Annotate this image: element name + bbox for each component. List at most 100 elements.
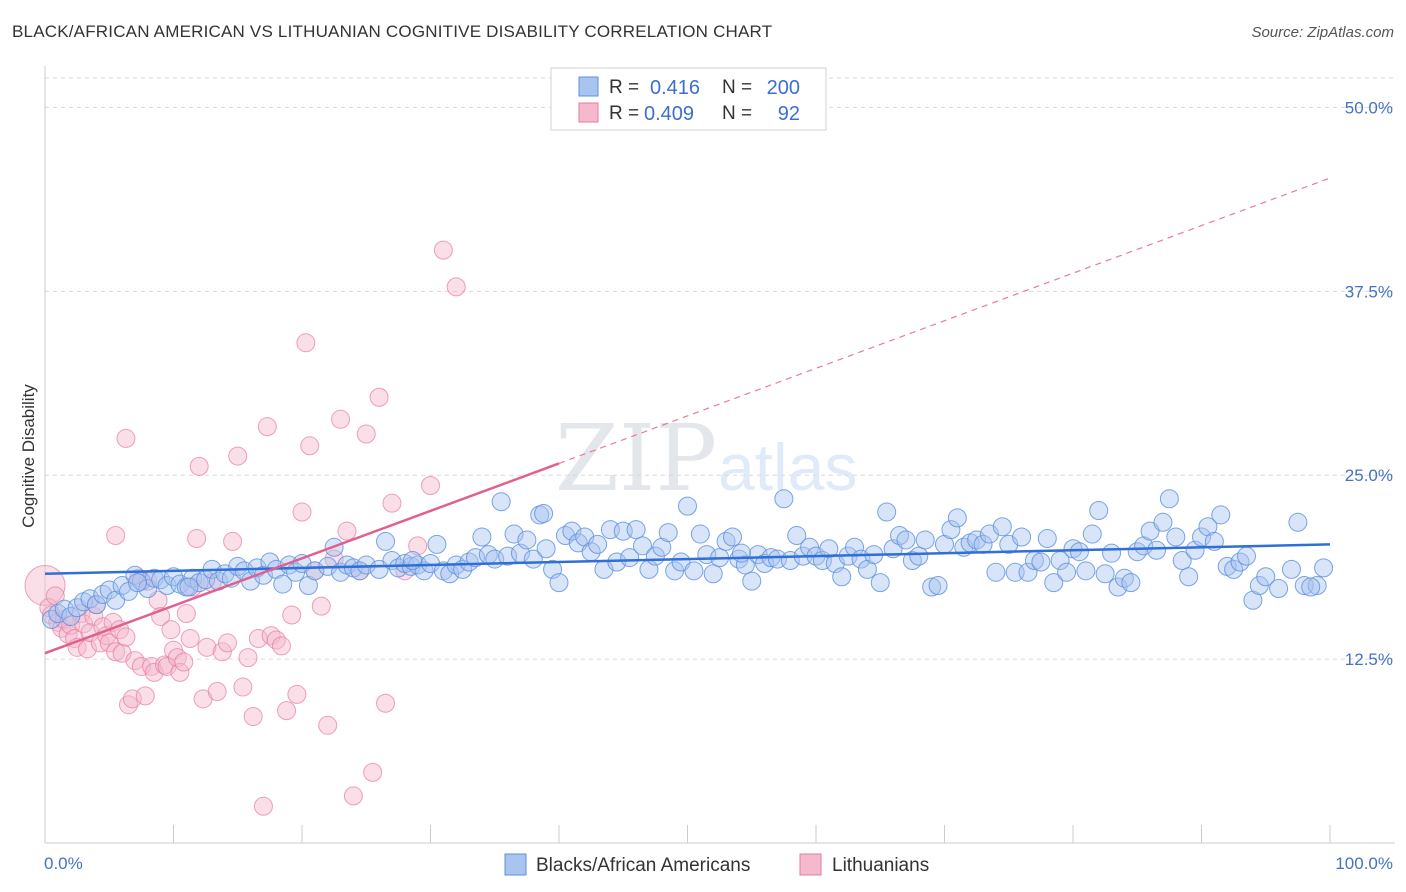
black-point [1166,527,1186,547]
black-point [922,577,942,597]
black-point [517,530,537,550]
lithuanian-point [207,681,227,701]
legend-n-label-pink: N = [722,103,752,124]
black-point [620,548,640,568]
lithuanian-point [382,493,402,513]
chart-title: BLACK/AFRICAN AMERICAN VS LITHUANIAN COG… [12,22,773,41]
black-point [427,534,447,554]
lithuanian-point [421,476,440,496]
lithuanian-point [266,630,286,650]
black-point [504,524,524,544]
black-point [403,551,423,571]
lithuanian-point [376,693,396,713]
black-point [1179,567,1199,587]
black-point [909,546,929,566]
lithuanian-point [331,409,351,429]
black-point [1044,573,1064,593]
legend-n-value-pink: 92 [778,103,800,125]
black-point [465,548,485,568]
black-point [164,567,183,587]
lithuanian-point [257,417,277,437]
lithuanian-point [296,333,316,353]
lithuanian-point [233,677,253,697]
correlation-legend: R = 0.416 N = 200 R = 0.409 N = 92 [550,67,827,131]
black-point [787,526,807,546]
x-tick-label-max: 100.0% [1335,854,1393,873]
legend-r-label-pink: R = [609,103,639,124]
lithuanian-point [337,521,357,541]
lithuanian-point [238,648,258,668]
lithuanian-point [408,536,428,556]
black-point [1057,562,1077,582]
lithuanians-points [24,240,466,816]
black-point [1314,558,1334,578]
legend-n-value-blue: 200 [767,77,800,99]
lithuanian-point [433,240,453,260]
lithuanian-point [223,531,243,551]
lithuanian-point [271,636,291,656]
lithuanian-point [292,502,312,522]
black-point [1037,528,1057,548]
black-point [534,503,554,523]
lithuanian-point [39,598,59,618]
black-point [1102,543,1122,563]
black-point [1018,562,1038,582]
black-point [1192,527,1211,547]
black-point [1082,524,1102,544]
lithuanian-point [189,456,209,476]
legend-swatch-blue [578,76,599,97]
black-point [273,574,293,594]
black-point [947,508,967,528]
black-point [1076,561,1096,581]
legend-r-label-blue: R = [609,77,639,98]
lithuanian-point [122,689,142,709]
black-point [1012,527,1032,547]
black-point [896,530,916,550]
trend-lines [44,177,1331,655]
black-point [588,534,608,554]
lithuanian-point [212,642,232,662]
black-point [1301,577,1321,597]
black-point [472,527,492,547]
lithuanian-point [253,796,273,816]
lithuanian-point [197,637,217,657]
black-point [703,564,723,584]
series-label-blacks: Blacks/African Americans [536,855,750,876]
black-point [684,561,704,581]
black-point [1147,540,1167,560]
black-point [1159,489,1179,509]
axes [44,66,1395,844]
lithuanian-point [217,633,237,653]
black-point [941,520,961,540]
lithuanian-point [228,446,248,466]
black-point [1224,559,1244,579]
black-point [678,496,697,516]
black-point [722,527,742,547]
y-axis-title: Cognitive Disability [19,384,38,528]
series-swatch-blacks [504,853,527,876]
black-point [1256,567,1276,587]
lithuanian-point [187,528,207,548]
black-point [877,502,897,522]
black-point [1172,551,1192,571]
lithuanian-point [356,424,376,444]
lithuanian-point [119,695,139,715]
lithuanian-point [41,605,61,625]
black-point [992,517,1012,537]
lithuanian-point [300,436,320,456]
lithuanian-point [116,627,136,647]
lithuanian-point [174,652,194,672]
black-point [928,576,948,596]
legend-r-value-pink: 0.409 [644,103,694,125]
black-point [99,580,119,600]
y-tick-label: 12.5% [1345,650,1393,669]
black-point [774,489,794,509]
series-label-lithuanians: Lithuanians [832,855,929,876]
y-tick-label: 25.0% [1345,466,1393,485]
black-point [1211,505,1231,525]
watermark-zip: ZIP [555,405,717,512]
black-point [1269,578,1289,598]
lithuanians-trend-extension [558,177,1331,465]
black-point [536,539,556,559]
